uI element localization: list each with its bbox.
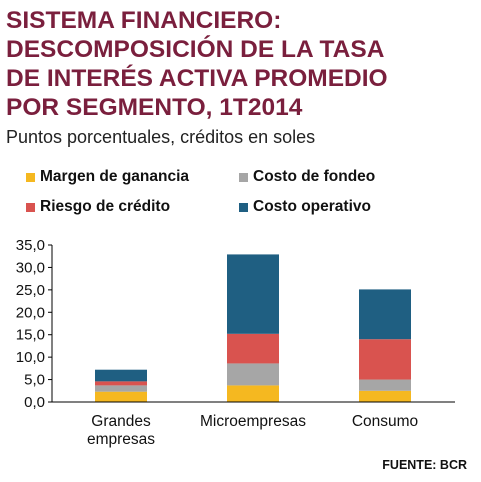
title-line: DESCOMPOSICIÓN DE LA TASA (6, 36, 385, 63)
y-tick-label: 0,0 (24, 394, 45, 411)
title-line: POR SEGMENTO, 1T2014 (6, 94, 303, 121)
x-tick-label: empresas (87, 431, 155, 448)
legend-item-riesgo: Riesgo de crédito (26, 198, 170, 216)
x-tick-label: Grandes (91, 413, 151, 430)
bar-segment-2-4 (227, 254, 279, 334)
chart-title: SISTEMA FINANCIERO: DESCOMPOSICIÓN DE LA… (6, 6, 476, 122)
y-tick-label: 5,0 (24, 372, 45, 389)
bar-segment-3-2 (359, 379, 411, 391)
source-note: FUENTE: BCR (382, 458, 467, 472)
bar-segment-3-4 (359, 289, 411, 340)
bar-segment-3-1 (359, 390, 411, 402)
y-tick-label: 30,0 (16, 259, 45, 276)
x-tick-label: Consumo (352, 413, 418, 430)
bar-segment-1-3 (95, 381, 147, 386)
y-tick-label: 35,0 (16, 237, 45, 254)
y-tick-label: 20,0 (16, 304, 45, 321)
y-tick-label: 10,0 (16, 349, 45, 366)
y-tick-label: 25,0 (16, 282, 45, 299)
bar-segment-1-4 (95, 369, 147, 382)
bar-segment-1-2 (95, 385, 147, 392)
x-tick-label: Microempresas (200, 413, 306, 430)
legend-label: Margen de ganancia (40, 168, 190, 185)
title-line: DE INTERÉS ACTIVA PROMEDIO (6, 65, 388, 92)
legend-swatch (26, 202, 35, 212)
legend-swatch (239, 172, 248, 182)
y-tick-label: 15,0 (16, 327, 45, 344)
legend-item-fondeo: Costo de fondeo (239, 168, 375, 186)
legend-swatch (239, 202, 248, 212)
bar-segment-2-3 (227, 333, 279, 364)
chart-subtitle: Puntos porcentuales, créditos en soles (6, 127, 316, 147)
legend-label: Costo operativo (253, 198, 371, 215)
legend-label: Costo de fondeo (253, 168, 376, 185)
title-line: SISTEMA FINANCIERO: (6, 7, 282, 34)
bar-segment-1-1 (95, 391, 147, 402)
bar-segment-3-3 (359, 339, 411, 380)
legend-label: Riesgo de crédito (40, 198, 171, 215)
legend-swatch (26, 172, 35, 182)
bar-segment-2-1 (227, 385, 279, 402)
legend-item-margen: Margen de ganancia (26, 168, 189, 186)
bar-segment-2-2 (227, 363, 279, 386)
bar-chart: 0,0 5,0 10,0 15,0 20,0 25,0 30,0 35,0 Grandesemp… (16, 237, 455, 448)
legend-item-operativo: Costo operativo (239, 198, 371, 216)
